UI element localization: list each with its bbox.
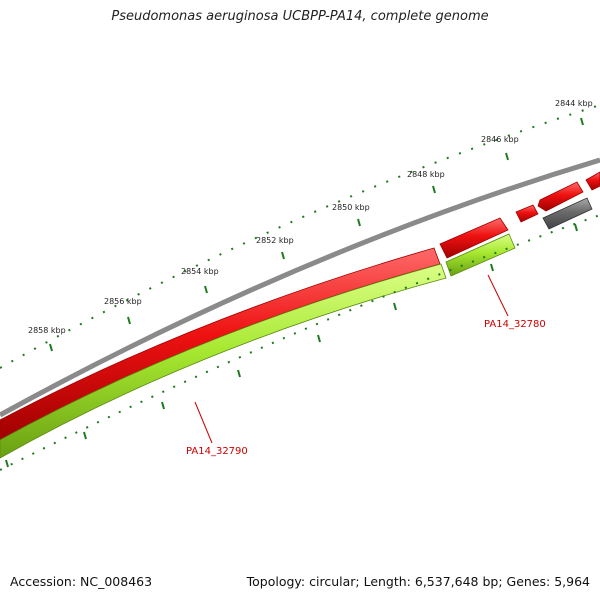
ruler-label: 2852 kbp: [256, 236, 294, 245]
gene-red-small[interactable]: [585, 171, 600, 191]
ruler-label: 2844 kbp: [555, 99, 593, 108]
ruler-label: 2856 kbp: [104, 297, 142, 306]
gene-red-small[interactable]: [537, 181, 584, 212]
gene-red-small[interactable]: [515, 204, 539, 223]
gene-green-large[interactable]: [0, 263, 447, 459]
ruler-major-ticks: [49, 117, 584, 352]
inner-ruler-track: [0, 214, 600, 471]
label-leader: [487, 274, 509, 317]
ruler-label: 2858 kbp: [28, 326, 66, 335]
gene-grey[interactable]: [542, 197, 593, 230]
ruler-label: 2848 kbp: [407, 170, 445, 179]
inner-ruler-major-ticks: [5, 223, 578, 468]
map-title: Pseudomonas aeruginosa UCBPP-PA14, compl…: [111, 9, 489, 24]
ruler-label: 2854 kbp: [181, 267, 219, 276]
ruler-label: 2846 kbp: [481, 135, 519, 144]
label-leader: [194, 401, 213, 444]
gene-red-32780[interactable]: [439, 217, 509, 259]
genome-backbone: [0, 157, 600, 418]
genome-summary: Topology: circular; Length: 6,537,648 bp…: [246, 574, 590, 589]
ruler-label: 2850 kbp: [332, 203, 370, 212]
gene-label-32780[interactable]: PA14_32780: [484, 319, 546, 330]
gene-label-32790[interactable]: PA14_32790: [186, 446, 248, 457]
accession-text: Accession: NC_008463: [10, 574, 153, 589]
ruler-labels: 2844 kbp 2846 kbp 2848 kbp 2850 kbp 2852…: [28, 99, 593, 335]
gene-green-small[interactable]: [445, 233, 516, 277]
